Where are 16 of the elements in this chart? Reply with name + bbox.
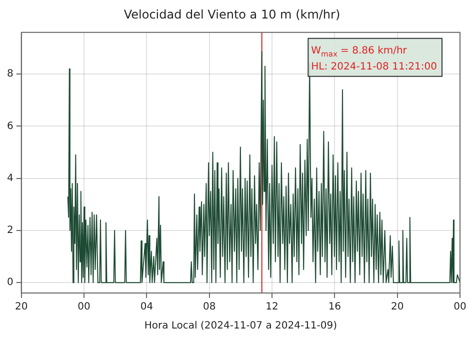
x-tick-label: 12 — [266, 302, 278, 313]
x-tick-label: 04 — [140, 302, 154, 313]
y-tick-label: 2 — [6, 225, 14, 236]
x-tick-label: 08 — [202, 302, 216, 313]
x-tick-label: 20 — [390, 302, 404, 313]
chart-title: Velocidad del Viento a 10 m (km/hr) — [124, 7, 340, 22]
y-tick-label: 0 — [6, 277, 14, 288]
y-tick-label: 6 — [6, 120, 14, 132]
y-tick-label: 8 — [6, 68, 14, 80]
annotation: HL: 2024-11-08 11:21:00 — [311, 61, 438, 72]
x-tick-label: 16 — [328, 302, 342, 313]
x-tick-label: 00 — [78, 302, 90, 313]
x-tick-label: 20 — [14, 302, 28, 313]
x-axis-title: Hora Local (2024-11-07 a 2024-11-09) — [144, 320, 338, 332]
y-tick-label: 4 — [6, 172, 14, 184]
x-tick-label: 00 — [454, 302, 466, 313]
